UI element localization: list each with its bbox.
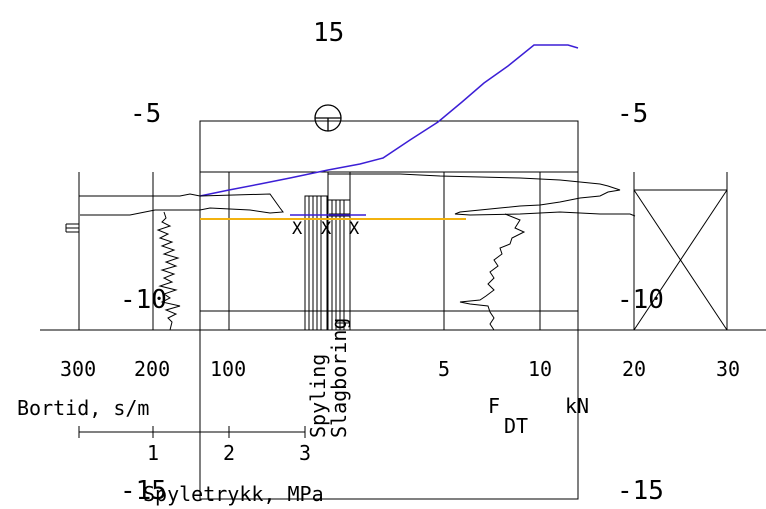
right-crossed-box [633,172,728,331]
force-lower-trace [459,213,526,331]
force-tick-10: 10 [528,357,552,381]
force-grid [443,172,541,330]
depth-top-label: 15 [313,18,344,48]
force-tick-5: 5 [438,357,450,381]
pressure-axis [78,426,306,438]
force-tick-30: 30 [716,357,740,381]
force-axis-subscript: DT [504,414,528,438]
purple-curve [199,44,579,197]
pressure-tick-2: 2 [223,441,235,465]
depth-right-minus5: -5 [617,99,648,129]
pressure-trace [156,211,181,331]
force-tick-20: 20 [622,357,646,381]
outer-frame [199,120,579,500]
method-label-slagboring: Slagboring [327,318,351,438]
svg-text:X: X [292,219,303,239]
bortid-tick-100: 100 [210,357,246,381]
force-top-trace [328,173,636,217]
svg-text:X: X [321,219,332,239]
left-edge-ticks [65,223,79,233]
bortid-tick-300: 300 [60,357,96,381]
depth-left-minus5: -5 [130,99,161,129]
depth-left-minus10: -10 [120,285,167,315]
depth-right-minus15: -15 [617,476,664,506]
borehole-symbol-icon [314,104,342,132]
pressure-axis-label: Spyletrykk, MPa [143,482,324,506]
depth-right-minus10: -10 [617,285,664,315]
svg-text:X: X [349,219,360,239]
force-axis-label: F [488,394,500,418]
bortid-grid [78,172,230,330]
pressure-tick-1: 1 [147,441,159,465]
bortid-step-curve [79,193,284,216]
bortid-axis-label: Bortid, s/m [17,396,149,420]
pressure-tick-3: 3 [299,441,311,465]
force-axis-unit: kN [565,394,589,418]
method-columns [304,171,351,331]
bortid-tick-200: 200 [134,357,170,381]
x-markers: X X X [292,219,360,239]
depth-left-minus15: -15 [120,476,167,506]
method-label-spyling: Spyling [306,354,330,438]
